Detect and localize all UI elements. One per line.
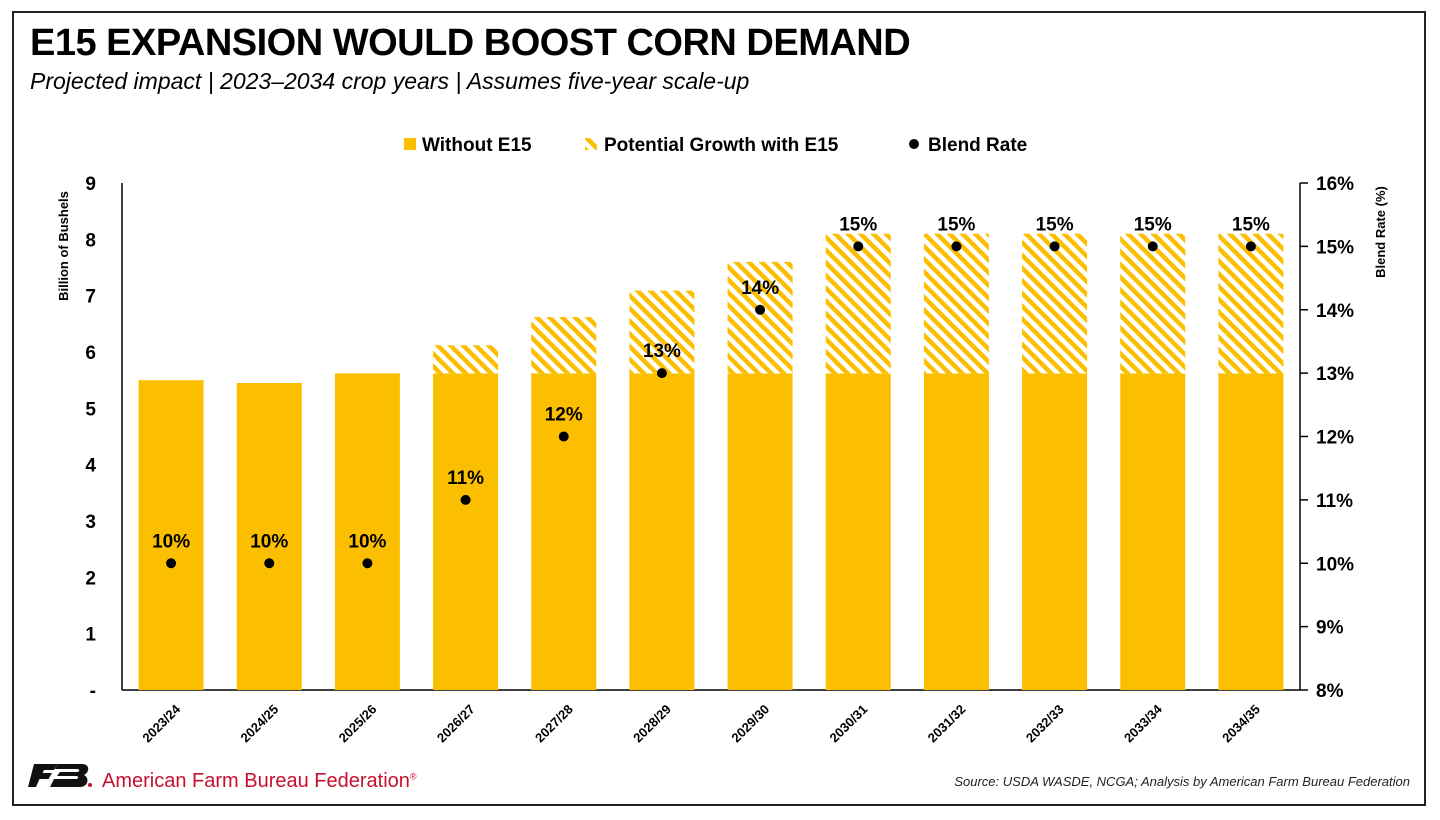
registered-mark: ® [409,771,417,782]
blend-rate-point [1147,241,1158,252]
x-tick-label: 2023/24 [139,701,183,745]
bar-growth-with-e15 [1218,233,1284,374]
x-tick-label: 2030/31 [827,702,871,746]
bar-without-e15 [138,380,204,690]
bar-without-e15 [1218,373,1284,690]
bar-growth-with-e15 [1120,233,1186,374]
y2-axis-title: Blend Rate (%) [1373,186,1388,278]
bar-without-e15 [923,373,989,690]
blend-rate-point [755,304,766,315]
blend-rate-label: 10% [348,531,386,552]
legend-swatch-growth [585,138,597,150]
legend-marker-blend-rate [909,139,919,149]
y2-tick-label: 15% [1316,237,1354,258]
y-tick-label: 9 [85,174,96,195]
afbf-logo-icon [28,764,92,787]
page-subtitle: Projected impact | 2023–2034 crop years … [30,68,750,94]
blend-rate-point [460,494,471,505]
bar-growth-with-e15 [1022,233,1088,374]
bar-without-e15 [727,373,793,690]
x-tick-label: 2033/34 [1121,701,1165,745]
blend-rate-label: 14% [741,278,779,299]
y-axis-title: Billion of Bushels [56,191,71,301]
blend-rate-label: 13% [643,341,681,362]
bar-without-e15 [334,373,400,690]
y-tick-label: 1 [85,625,96,646]
blend-rate-point [951,241,962,252]
y-tick-label: 8 [85,230,96,251]
blend-rate-label: 15% [1036,214,1074,235]
y2-tick-label: 8% [1316,681,1344,702]
bar-without-e15 [825,373,891,690]
organization-name: American Farm Bureau Federation® [102,770,417,793]
blend-rate-label: 11% [447,468,484,489]
legend-label-blend-rate: Blend Rate [928,135,1027,156]
y2-tick-label: 16% [1316,174,1354,195]
y2-tick-label: 10% [1316,554,1354,575]
y-tick-label: - [90,681,96,702]
chart-bars [138,233,1284,690]
blend-rate-label: 10% [250,531,288,552]
x-tick-label: 2027/28 [532,702,576,746]
bar-without-e15 [1120,373,1186,690]
y-tick-label: 4 [85,456,96,477]
y-tick-label: 7 [85,287,96,308]
x-tick-label: 2031/32 [925,702,969,746]
bar-without-e15 [531,373,597,690]
blend-rate-label: 15% [839,214,877,235]
legend-label-growth: Potential Growth with E15 [604,135,839,156]
legend-label-without-e15: Without E15 [422,135,532,156]
y2-tick-label: 13% [1316,364,1354,385]
blend-rate-point [1245,241,1256,252]
x-tick-label: 2032/33 [1023,702,1067,746]
blend-rate-label: 10% [152,531,190,552]
bar-growth-with-e15 [433,345,499,374]
bar-without-e15 [1022,373,1088,690]
blend-rate-point [853,241,864,252]
x-tick-label: 2029/30 [728,702,772,746]
blend-rate-label: 15% [937,214,975,235]
organization-name-text: American Farm Bureau Federation [102,770,410,792]
y-tick-label: 5 [85,399,96,420]
blend-rate-label: 12% [545,405,583,426]
bar-growth-with-e15 [727,261,793,374]
blend-rate-label: 15% [1232,214,1270,235]
bar-growth-with-e15 [923,233,989,374]
bar-growth-with-e15 [825,233,891,374]
blend-rate-point [166,558,177,569]
x-tick-label: 2025/26 [336,702,380,746]
bar-without-e15 [433,373,499,690]
blend-rate-points: 10% 10% 10% 11% 12% 13% 14% 15% 15% 15% 15% 15% [152,214,1270,569]
x-tick-label: 2028/29 [630,702,674,746]
x-tick-label: 2024/25 [238,702,282,746]
blend-rate-label: 15% [1134,214,1172,235]
y2-tick-label: 9% [1316,618,1344,639]
y2-tick-label: 12% [1316,428,1354,449]
legend-swatch-without-e15 [404,138,416,150]
x-tick-label: 2026/27 [434,702,478,746]
blend-rate-point [264,558,275,569]
page-title: E15 EXPANSION WOULD BOOST CORN DEMAND [30,22,911,64]
source-note: Source: USDA WASDE, NCGA; Analysis by Am… [954,774,1410,789]
y2-tick-label: 14% [1316,301,1354,322]
blend-rate-point [558,431,569,442]
x-tick-label: 2034/35 [1219,702,1263,746]
blend-rate-point [656,368,667,379]
bar-growth-with-e15 [629,290,695,374]
y-tick-label: 3 [85,512,96,533]
chart-legend: Without E15 Potential Growth with E15 Blen… [404,135,1027,156]
y2-tick-label: 11% [1316,491,1353,512]
blend-rate-point [1049,241,1060,252]
bar-without-e15 [236,382,302,690]
bar-growth-with-e15 [531,317,597,374]
y-tick-label: 6 [85,343,96,364]
blend-rate-point [362,558,373,569]
bar-without-e15 [629,373,695,690]
y-tick-label: 2 [85,568,96,589]
